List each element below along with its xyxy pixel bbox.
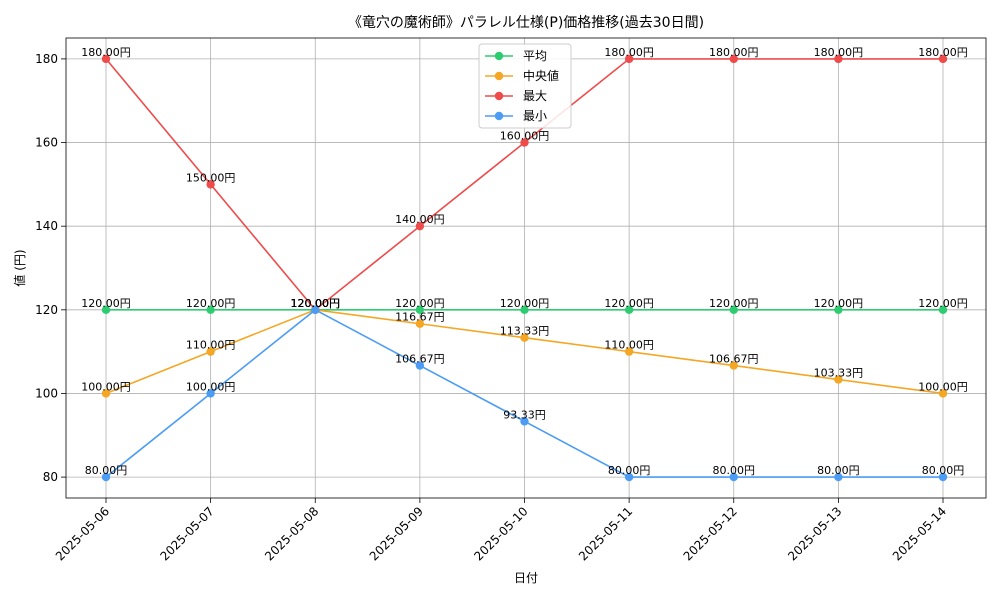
x-axis-title: 日付 bbox=[514, 571, 538, 585]
series-point bbox=[206, 305, 215, 315]
series-point bbox=[624, 472, 634, 482]
series-point bbox=[520, 138, 529, 147]
data-label: 100.00円 bbox=[186, 380, 236, 393]
plot-frame bbox=[65, 37, 987, 499]
data-label: 120.00円 bbox=[186, 297, 236, 310]
data-label: 120.00円 bbox=[395, 297, 445, 310]
data-label: 120.00円 bbox=[81, 297, 131, 310]
series-point bbox=[206, 389, 215, 398]
series-point bbox=[101, 54, 111, 64]
data-label: 80.00円 bbox=[713, 464, 756, 477]
data-label: 180.00円 bbox=[814, 46, 864, 59]
series-point bbox=[729, 361, 738, 370]
series-point bbox=[624, 347, 634, 356]
y-tick-label: 120 bbox=[35, 303, 58, 317]
data-label: 120.00円 bbox=[291, 297, 341, 310]
series-point bbox=[520, 417, 529, 426]
data-label: 120.00円 bbox=[709, 297, 759, 310]
legend-label: 平均 bbox=[523, 49, 547, 63]
y-tick-label: 160 bbox=[35, 136, 58, 150]
series-point bbox=[624, 305, 634, 315]
data-label: 120.00円 bbox=[814, 297, 864, 310]
data-label: 150.00円 bbox=[186, 171, 236, 184]
series-point bbox=[415, 221, 425, 231]
series-point bbox=[834, 54, 843, 64]
data-label: 180.00円 bbox=[604, 46, 654, 59]
data-label: 80.00円 bbox=[922, 464, 965, 477]
y-axis-title: 値 (円) bbox=[12, 249, 27, 286]
series-point bbox=[624, 54, 634, 64]
series-point bbox=[520, 333, 529, 342]
series-point bbox=[729, 472, 738, 482]
data-label: 103.33円 bbox=[814, 367, 864, 380]
data-label: 120.00円 bbox=[500, 297, 550, 310]
series-point bbox=[206, 180, 215, 189]
legend-label: 最小 bbox=[523, 109, 547, 123]
data-label: 120.00円 bbox=[291, 297, 341, 310]
data-label: 110.00円 bbox=[604, 339, 654, 352]
data-label: 80.00円 bbox=[608, 464, 651, 477]
data-label: 120.00円 bbox=[291, 297, 341, 310]
data-label: 80.00円 bbox=[817, 464, 860, 477]
legend-marker bbox=[494, 91, 504, 101]
series-point bbox=[938, 305, 948, 315]
y-tick-label: 180 bbox=[35, 52, 58, 66]
legend-label: 最大 bbox=[523, 89, 547, 103]
data-label: 80.00円 bbox=[85, 464, 128, 477]
series-point bbox=[101, 305, 111, 315]
y-tick-label: 100 bbox=[35, 386, 58, 400]
series-point bbox=[938, 54, 948, 64]
series-layer bbox=[101, 54, 948, 482]
legend-marker bbox=[494, 71, 504, 81]
series-point bbox=[206, 347, 215, 356]
series-point bbox=[938, 389, 948, 398]
data-labels: 120.00円 120.00円 120.00円 120.00円 120.00円 120.0… bbox=[81, 46, 968, 477]
data-label: 106.67円 bbox=[709, 353, 759, 366]
series-point bbox=[834, 375, 843, 384]
data-label: 110.00円 bbox=[186, 339, 236, 352]
data-label: 160.00円 bbox=[500, 130, 550, 143]
legend-label: 中央値 bbox=[523, 68, 559, 83]
data-label: 140.00円 bbox=[395, 213, 445, 226]
legend-marker bbox=[494, 111, 504, 121]
data-label: 100.00円 bbox=[81, 380, 131, 393]
series-point bbox=[729, 305, 738, 315]
data-label: 100.00円 bbox=[918, 380, 968, 393]
series-point bbox=[834, 305, 843, 315]
y-tick-label: 80 bbox=[43, 470, 58, 484]
data-label: 180.00円 bbox=[709, 46, 759, 59]
series-point bbox=[415, 361, 425, 370]
series-point bbox=[311, 305, 320, 315]
series-point bbox=[415, 305, 425, 315]
series-point bbox=[415, 319, 425, 328]
data-label: 180.00円 bbox=[918, 46, 968, 59]
data-label: 116.67円 bbox=[395, 311, 445, 324]
series-point bbox=[101, 472, 111, 482]
legend-box bbox=[478, 43, 572, 129]
series-point bbox=[520, 305, 529, 315]
data-label: 106.67円 bbox=[395, 353, 445, 366]
series-point bbox=[938, 472, 948, 482]
data-label: 113.33円 bbox=[500, 325, 550, 338]
data-label: 180.00円 bbox=[81, 46, 131, 59]
data-label: 120.00円 bbox=[604, 297, 654, 310]
data-label: 120.00円 bbox=[918, 297, 968, 310]
series-point bbox=[101, 389, 111, 398]
chart-title: 《竜穴の魔術師》パラレル仕様(P)価格推移(過去30日間) bbox=[348, 14, 704, 31]
data-label: 93.33円 bbox=[503, 408, 546, 421]
series-point bbox=[729, 54, 738, 64]
y-tick-label: 140 bbox=[35, 219, 58, 233]
legend-marker bbox=[494, 51, 504, 61]
series-point bbox=[834, 472, 843, 482]
data-label: 120.00円 bbox=[291, 297, 341, 310]
